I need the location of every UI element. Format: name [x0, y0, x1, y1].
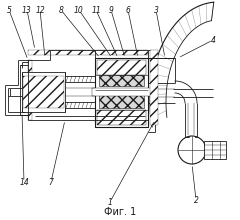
Text: 12: 12 [35, 6, 45, 15]
Text: 14: 14 [19, 178, 29, 187]
Bar [23, 76, 64, 108]
Text: 11: 11 [91, 6, 101, 15]
Bar [150, 50, 158, 125]
Bar [204, 141, 226, 159]
Bar [28, 50, 148, 55]
Text: 5: 5 [6, 6, 12, 15]
Circle shape [178, 136, 206, 164]
Bar [95, 58, 148, 127]
Text: 9: 9 [108, 6, 114, 15]
Text: Фиг. 1: Фиг. 1 [104, 207, 136, 217]
Bar [92, 88, 151, 96]
Text: 13: 13 [22, 6, 32, 15]
Text: 2: 2 [194, 196, 198, 205]
Bar [28, 60, 32, 120]
Bar [97, 110, 146, 125]
Text: 4: 4 [210, 35, 216, 44]
Text: 3: 3 [154, 6, 158, 15]
Text: 10: 10 [74, 6, 84, 15]
Bar [99, 75, 144, 86]
Bar [97, 60, 146, 75]
Text: 7: 7 [48, 178, 54, 187]
Text: 1: 1 [108, 198, 112, 207]
Text: 8: 8 [59, 6, 63, 15]
Bar [99, 90, 144, 108]
Text: 6: 6 [126, 6, 130, 15]
Bar [22, 72, 65, 112]
